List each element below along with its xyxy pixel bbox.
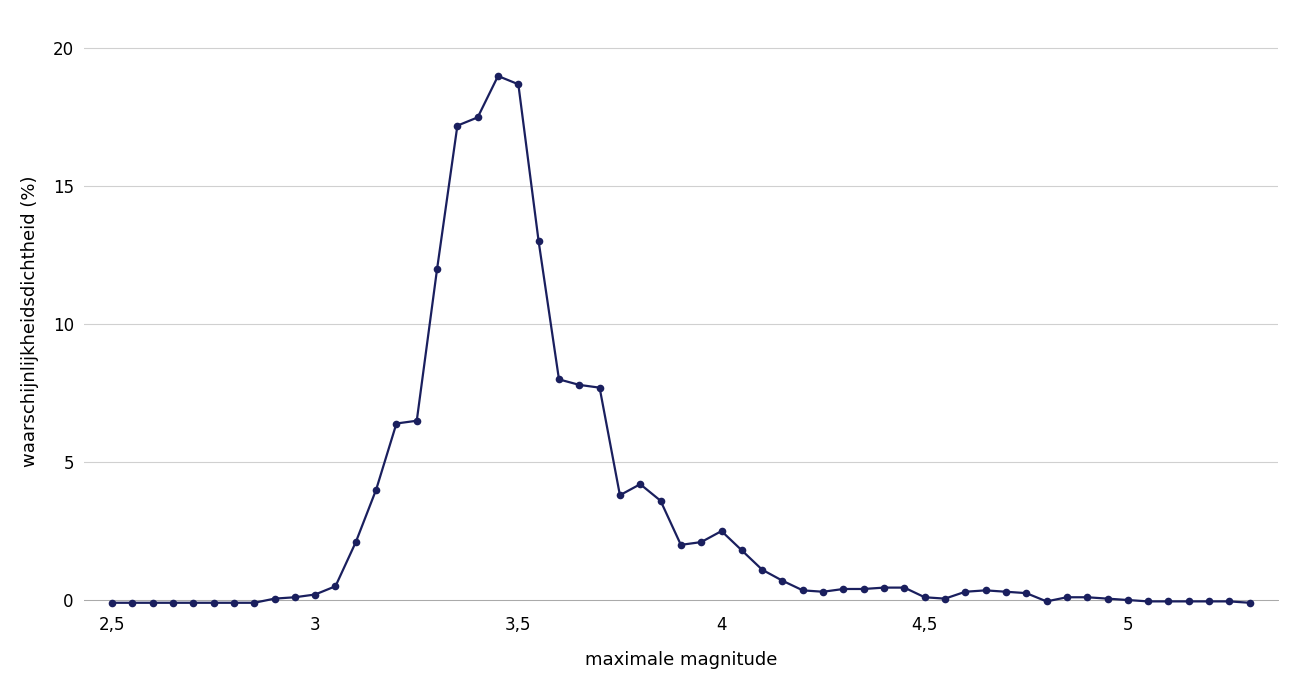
X-axis label: maximale magnitude: maximale magnitude — [585, 650, 777, 668]
Y-axis label: waarschijnlijkheidsdichtheid (%): waarschijnlijkheidsdichtheid (%) — [21, 176, 39, 467]
